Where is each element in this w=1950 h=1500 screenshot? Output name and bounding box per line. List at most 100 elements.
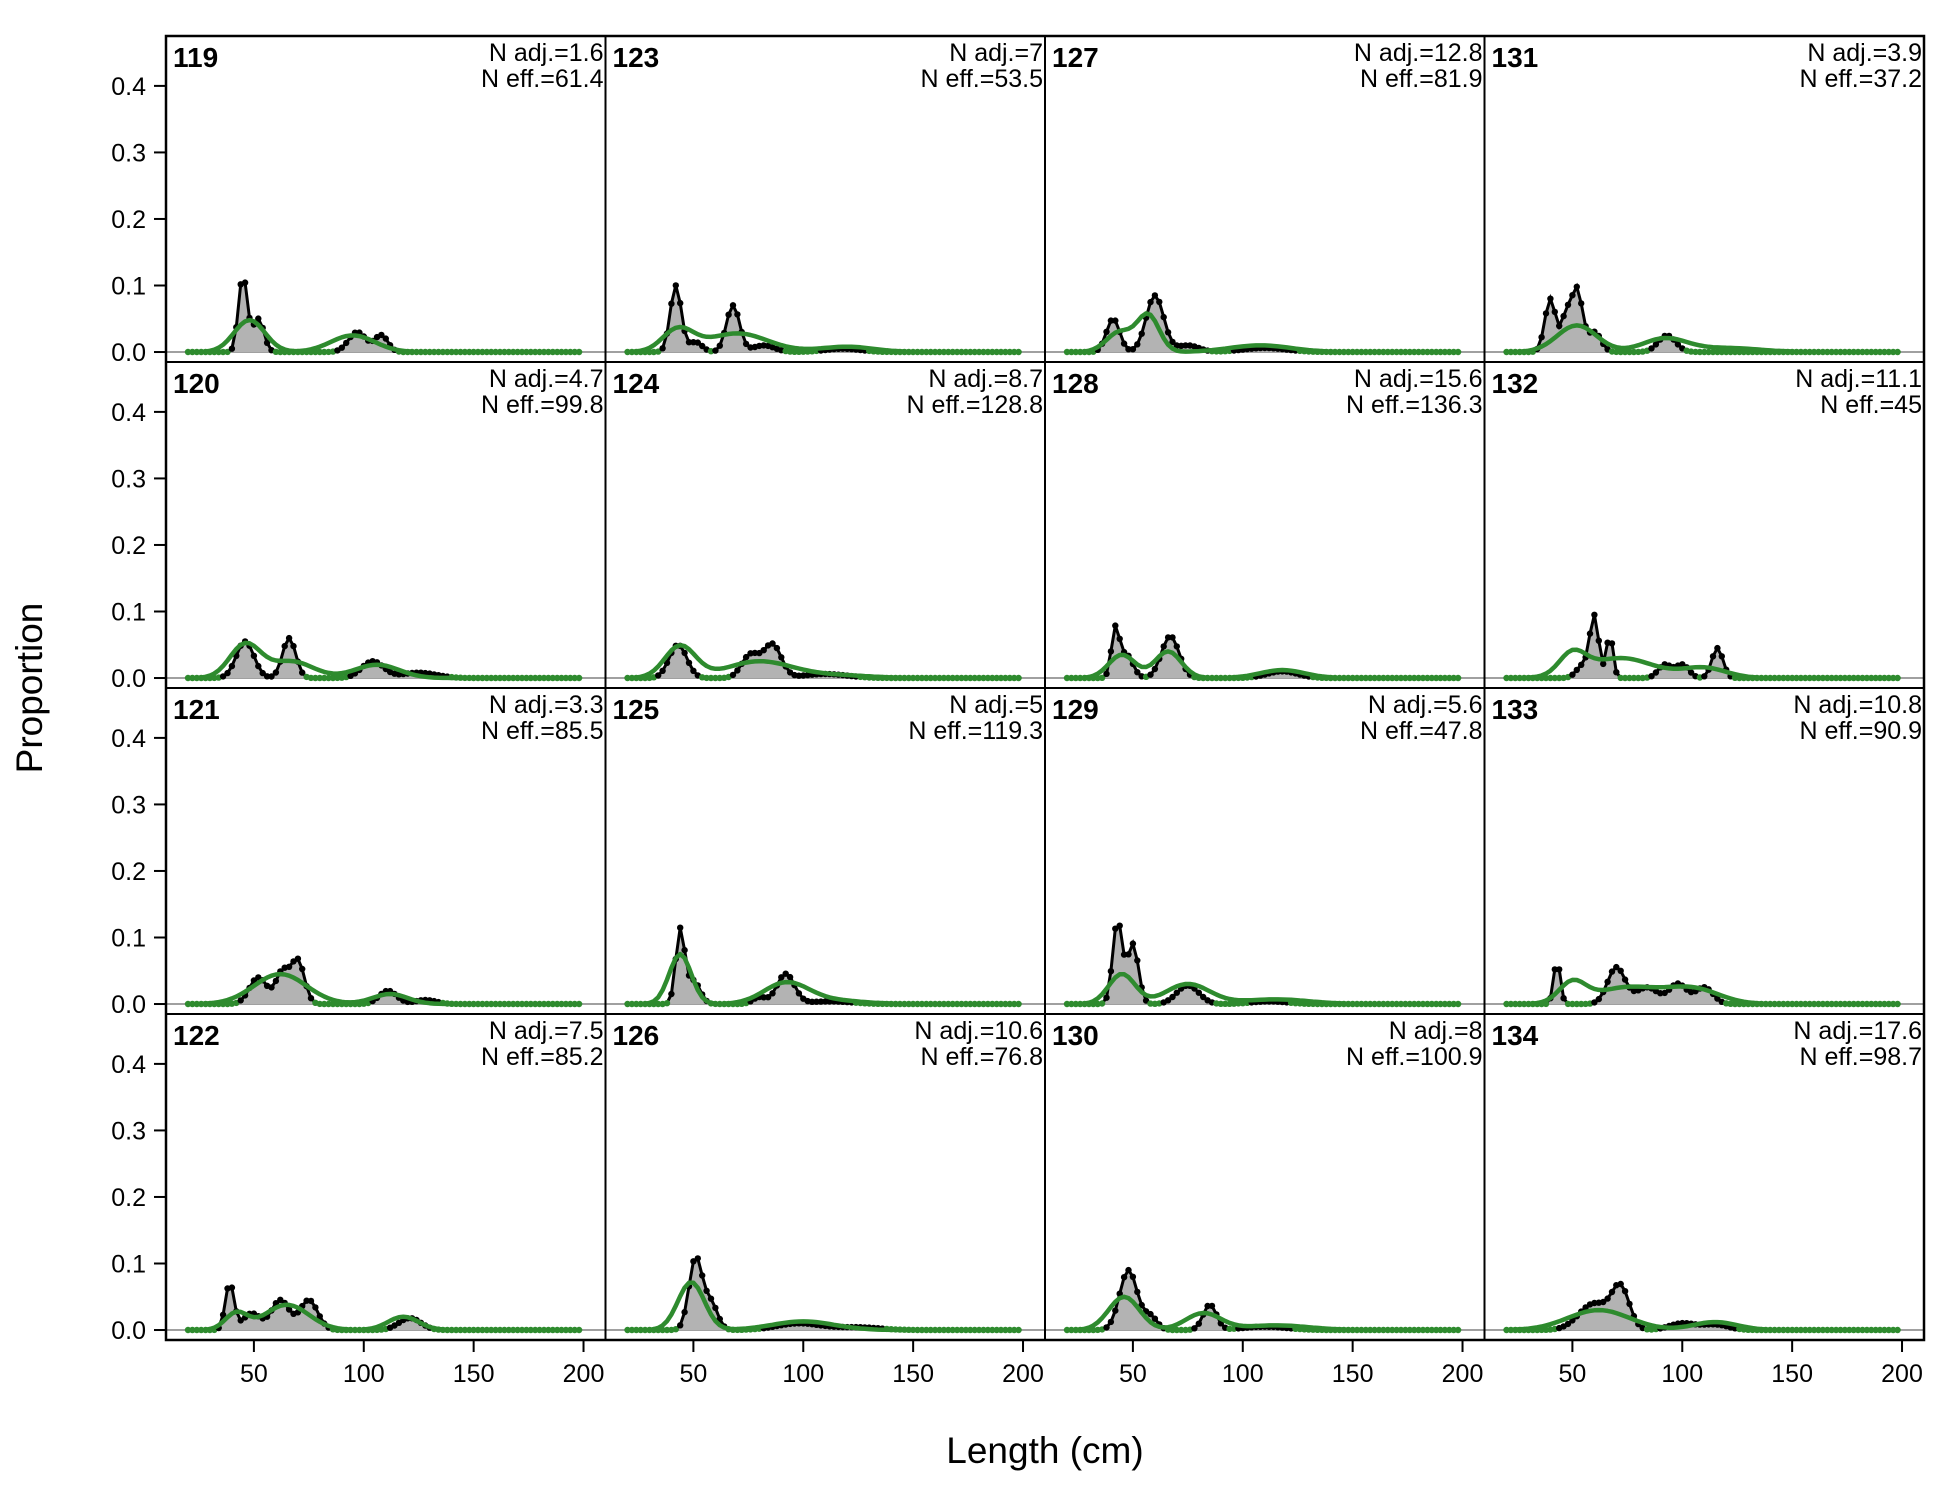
n-adj-label: N adj.=5.6: [1368, 691, 1483, 719]
observed-point: [316, 348, 323, 356]
observed-point: [219, 1311, 227, 1319]
n-adj-label: N adj.=10.6: [914, 1017, 1043, 1045]
observed-point: [1547, 674, 1554, 682]
observed-point: [1701, 673, 1708, 680]
observed-point: [1107, 648, 1115, 655]
y-tick-label: 0.0: [111, 1317, 146, 1345]
observed-point: [1564, 301, 1572, 308]
observed-point: [378, 331, 385, 339]
observed-area: [627, 643, 1019, 679]
observed-point: [1608, 968, 1616, 975]
x-tick-label: 150: [892, 1360, 934, 1388]
observed-point: [685, 659, 693, 666]
observed-point: [668, 300, 675, 307]
observed-point: [1648, 673, 1655, 680]
observed-point: [734, 311, 741, 318]
observed-point: [1617, 967, 1624, 974]
panel-123: 123 N adj.=7N eff.=53.5: [604, 35, 1046, 363]
y-tick-label: 0.0: [111, 991, 146, 1019]
n-eff-label: N eff.=45: [1820, 391, 1922, 419]
n-eff-label: N eff.=61.4: [481, 65, 604, 93]
observed-point: [1178, 1326, 1185, 1334]
y-tick-label: 0.1: [111, 272, 146, 300]
panel-label: 129: [1052, 694, 1099, 725]
panel-label: 134: [1492, 1020, 1539, 1051]
observed-point: [677, 924, 684, 931]
observed-point: [668, 990, 675, 998]
n-eff-label: N eff.=85.5: [481, 717, 604, 745]
observed-point: [1652, 341, 1660, 348]
observed-point: [1578, 661, 1585, 668]
observed-point: [1652, 669, 1660, 676]
observed-point: [1542, 310, 1550, 317]
observed-point: [672, 282, 679, 289]
observed-point: [1560, 995, 1567, 1002]
observed-point: [1538, 334, 1545, 341]
observed-point: [1134, 669, 1141, 676]
n-adj-label: N adj.=8.7: [928, 365, 1043, 393]
observed-point: [655, 348, 662, 355]
observed-point: [677, 1322, 684, 1329]
n-eff-label: N eff.=119.3: [908, 717, 1043, 745]
expected-line: [1067, 971, 1459, 1007]
observed-point: [1626, 1300, 1633, 1308]
panel-label: 120: [173, 368, 220, 399]
observed-point: [1626, 348, 1633, 356]
observed-point: [1661, 989, 1668, 997]
panel-119: 119 N adj.=1.6N eff.=61.4: [165, 35, 607, 363]
observed-point: [1164, 329, 1172, 336]
observed-point: [1674, 341, 1682, 348]
observed-point: [1164, 634, 1172, 641]
observed-point: [1191, 1325, 1198, 1332]
observed-point: [1578, 300, 1585, 307]
panel-label: 125: [613, 694, 660, 725]
observed-point: [1173, 643, 1181, 650]
observed-point: [316, 1313, 323, 1320]
expected-line: [188, 1302, 580, 1333]
y-tick-label: 0.3: [111, 791, 146, 819]
observed-point: [272, 669, 280, 676]
observed-point: [681, 649, 688, 657]
y-tick-label: 0.4: [111, 73, 146, 101]
n-eff-label: N eff.=53.5: [920, 65, 1043, 93]
observed-point: [1586, 630, 1594, 637]
observed-point: [285, 963, 293, 970]
panel-label: 128: [1052, 368, 1099, 399]
panel-label: 133: [1492, 694, 1539, 725]
observed-point: [1551, 308, 1559, 316]
observed-point: [321, 1000, 328, 1008]
observed-point: [1151, 665, 1159, 673]
observed-point: [1621, 348, 1629, 356]
observed-point: [312, 674, 319, 682]
observed-point: [237, 997, 244, 1004]
observed-point: [1116, 922, 1123, 929]
n-adj-label: N adj.=3.3: [489, 691, 604, 719]
observed-point: [228, 345, 236, 352]
y-tick-label: 0.0: [111, 665, 146, 693]
observed-point: [259, 669, 266, 677]
observed-point: [1125, 346, 1132, 353]
n-adj-label: N adj.=3.9: [1807, 39, 1922, 67]
observed-point: [325, 1000, 332, 1008]
observed-point: [1134, 957, 1141, 964]
n-adj-label: N adj.=8: [1389, 1017, 1483, 1045]
observed-point: [1217, 1000, 1225, 1007]
x-tick-label: 200: [1881, 1360, 1923, 1388]
observed-point: [1169, 993, 1176, 1001]
observed-point: [1569, 671, 1576, 678]
observed-point: [1195, 1320, 1203, 1327]
n-adj-label: N adj.=12.8: [1354, 39, 1483, 67]
x-tick-label: 200: [563, 1360, 605, 1388]
observed-point: [1164, 997, 1172, 1004]
observed-point: [1727, 348, 1734, 356]
observed-point: [707, 1295, 715, 1302]
panel-121: 121 N adj.=3.3N eff.=85.5: [165, 687, 607, 1015]
observed-point: [1687, 669, 1695, 676]
observed-point: [1103, 328, 1110, 335]
observed-point: [272, 977, 280, 985]
observed-point: [1547, 295, 1554, 302]
observed-point: [1714, 995, 1721, 1002]
y-tick-label: 0.4: [111, 725, 146, 753]
panel-125: 125 N adj.=5N eff.=119.3: [604, 687, 1046, 1015]
observed-point: [316, 674, 323, 682]
